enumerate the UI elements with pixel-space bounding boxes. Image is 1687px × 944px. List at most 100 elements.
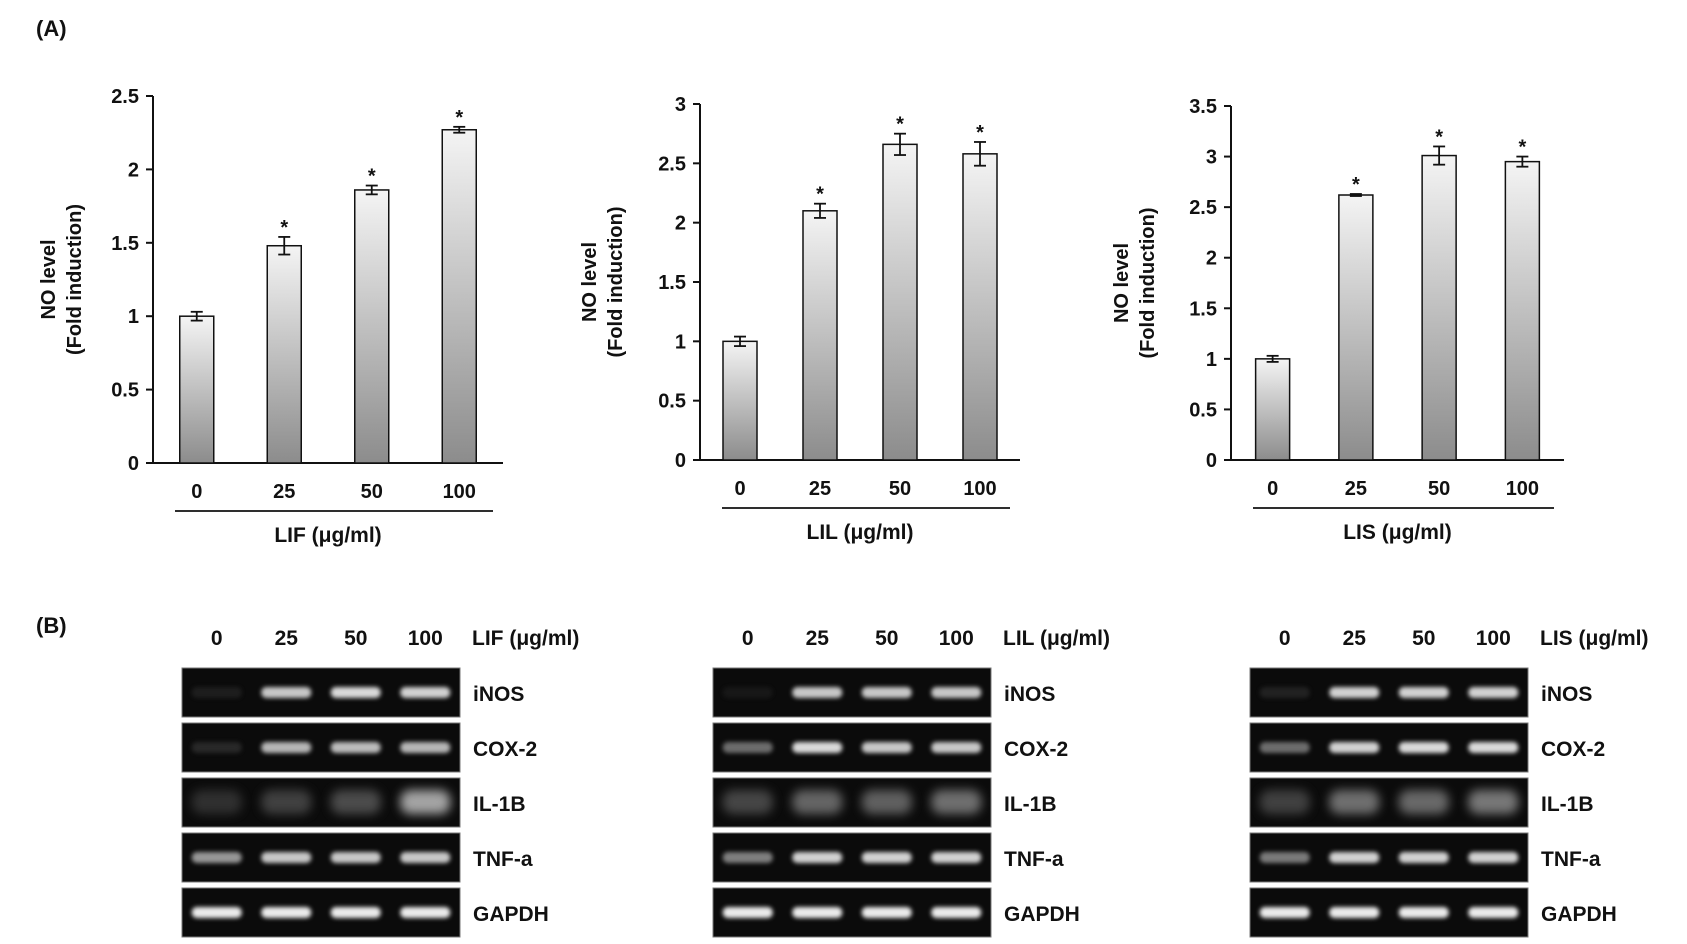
gel-band	[931, 687, 982, 698]
y-tick-label: 2.5	[111, 86, 139, 108]
significance-marker: *	[280, 217, 288, 239]
x-axis-label: LIF (μg/ml)	[274, 524, 381, 547]
significance-marker: *	[1518, 137, 1526, 159]
lane-dose-label: 100	[408, 627, 443, 650]
gene-label: iNOS	[1541, 683, 1592, 706]
gel-row-cox-2: COX-2	[181, 722, 537, 773]
gel-row-il-1b: IL-1B	[181, 777, 526, 828]
y-tick-label: 3.5	[1189, 96, 1217, 118]
gel-panel-1: 0 25 50 100 LIF (μg/ml) iNOS COX-2 IL-1B TNF-a GA…	[181, 627, 579, 938]
gel-treatment-label: LIS (μg/ml)	[1540, 627, 1649, 650]
gel-row-gapdh: GAPDH	[181, 887, 549, 938]
gel-band	[792, 687, 843, 698]
x-tick-label: 0	[734, 478, 745, 500]
gel-panel-2: 0 25 50 100 LIL (μg/ml) iNOS COX-2 IL-1B TNF-a GA…	[712, 627, 1110, 938]
x-tick-label: 25	[1345, 478, 1367, 500]
gene-label: GAPDH	[473, 903, 549, 926]
bar	[802, 210, 838, 461]
gene-label: TNF-a	[1541, 848, 1601, 871]
gel-band	[1329, 852, 1380, 863]
gel-row-inos: iNOS	[181, 667, 524, 718]
x-tick-label: 25	[273, 481, 295, 503]
gel-band	[792, 790, 843, 814]
x-tick-label: 50	[889, 478, 911, 500]
lane-dose-label: 0	[1279, 627, 1291, 650]
y-tick-label: 1	[675, 331, 686, 353]
gel-band	[261, 687, 312, 698]
gel-band	[1468, 687, 1519, 698]
gel-band	[330, 790, 381, 814]
gel-row-gapdh: GAPDH	[1249, 887, 1617, 938]
gel-band	[191, 852, 242, 863]
y-tick-label: 1	[128, 306, 139, 328]
lane-dose-label: 50	[875, 627, 898, 650]
bar	[962, 153, 998, 461]
gel-band	[1398, 852, 1449, 863]
gene-label: COX-2	[473, 738, 537, 761]
gene-label: COX-2	[1541, 738, 1605, 761]
y-tick-label: 0	[1206, 450, 1217, 472]
lane-dose-label: 0	[742, 627, 754, 650]
gel-band	[1329, 790, 1380, 814]
gel-band	[1259, 742, 1310, 753]
lane-dose-label: 25	[806, 627, 830, 650]
gel-band	[330, 907, 381, 918]
gel-band	[1329, 907, 1380, 918]
y-tick-label: 1.5	[111, 233, 139, 255]
gel-band	[1259, 907, 1310, 918]
gel-band	[1329, 687, 1380, 698]
x-tick-label: 100	[963, 478, 996, 500]
gel-row-il-1b: IL-1B	[1249, 777, 1594, 828]
gel-band	[792, 742, 843, 753]
lane-dose-label: 100	[1476, 627, 1511, 650]
y-tick-label: 0.5	[658, 391, 686, 413]
gene-label: iNOS	[473, 683, 524, 706]
x-tick-label: 0	[191, 481, 202, 503]
y-tick-label: 2	[675, 213, 686, 235]
gel-band	[722, 790, 773, 814]
bar	[179, 315, 215, 464]
gel-row-tnf-a: TNF-a	[181, 832, 533, 883]
gel-band	[261, 742, 312, 753]
gel-row-tnf-a: TNF-a	[1249, 832, 1601, 883]
gel-band	[1259, 852, 1310, 863]
gel-band	[931, 907, 982, 918]
gene-label: TNF-a	[473, 848, 533, 871]
significance-marker: *	[455, 107, 463, 129]
gel-band	[400, 852, 451, 863]
bar-charts: 00.511.522.5NO level (Fold induction)0*25…	[38, 86, 1564, 547]
gel-band	[861, 907, 912, 918]
gel-band	[792, 852, 843, 863]
gel-band	[400, 687, 451, 698]
x-tick-label: 0	[1267, 478, 1278, 500]
x-tick-label: 50	[361, 481, 383, 503]
lane-dose-label: 25	[275, 627, 299, 650]
lane-dose-label: 50	[344, 627, 367, 650]
gel-band	[330, 852, 381, 863]
lane-dose-label: 50	[1412, 627, 1435, 650]
gene-label: GAPDH	[1004, 903, 1080, 926]
y-tick-label: 1	[1206, 349, 1217, 371]
gel-band	[400, 790, 451, 814]
gel-band	[1259, 687, 1310, 698]
y-axis-label: NO level	[38, 239, 60, 319]
gene-label: IL-1B	[1004, 793, 1057, 816]
gel-band	[722, 907, 773, 918]
gel-panel-3: 0 25 50 100 LIS (μg/ml) iNOS COX-2 IL-1B TNF-a GA…	[1249, 627, 1649, 938]
gel-treatment-label: LIL (μg/ml)	[1003, 627, 1110, 650]
gel-band	[191, 790, 242, 814]
y-tick-label: 1.5	[658, 272, 686, 294]
y-tick-label: 3	[1206, 147, 1217, 169]
lane-dose-label: 0	[211, 627, 223, 650]
gel-band	[261, 852, 312, 863]
bar	[1254, 358, 1291, 461]
x-tick-label: 100	[443, 481, 476, 503]
gel-band	[330, 742, 381, 753]
bar	[1421, 154, 1457, 461]
gel-band	[1329, 742, 1380, 753]
gel-treatment-label: LIF (μg/ml)	[472, 627, 579, 650]
gel-row-inos: iNOS	[1249, 667, 1592, 718]
y-tick-label: 0	[675, 450, 686, 472]
gene-label: IL-1B	[1541, 793, 1594, 816]
